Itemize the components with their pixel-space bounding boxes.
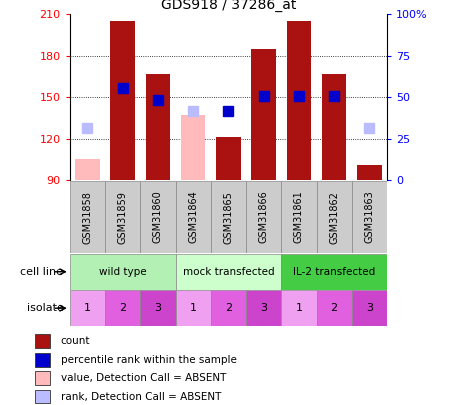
Text: 3: 3	[260, 303, 267, 313]
Bar	[35, 353, 50, 367]
Text: GSM31858: GSM31858	[82, 191, 92, 243]
Bar	[35, 371, 50, 385]
Text: GSM31864: GSM31864	[188, 191, 198, 243]
Bar	[105, 290, 140, 326]
Bar	[316, 181, 352, 253]
Text: percentile rank within the sample: percentile rank within the sample	[61, 355, 237, 364]
Bar	[176, 290, 211, 326]
Bar	[216, 137, 241, 180]
Text: 3: 3	[154, 303, 162, 313]
Bar	[35, 334, 50, 348]
Bar	[75, 160, 100, 180]
Text: cell line: cell line	[20, 267, 63, 277]
Bar	[316, 290, 352, 326]
Bar	[140, 181, 176, 253]
Bar	[70, 290, 105, 326]
Text: count: count	[61, 336, 90, 346]
Text: 1: 1	[84, 303, 91, 313]
Bar	[322, 74, 346, 180]
Text: mock transfected: mock transfected	[183, 267, 274, 277]
Bar	[246, 290, 281, 326]
Bar	[246, 181, 281, 253]
Bar	[70, 254, 176, 290]
Bar	[352, 290, 387, 326]
Text: value, Detection Call = ABSENT: value, Detection Call = ABSENT	[61, 373, 226, 383]
Bar	[145, 74, 170, 180]
Text: GSM31863: GSM31863	[364, 191, 374, 243]
Text: 1: 1	[295, 303, 302, 313]
Bar	[211, 181, 246, 253]
Text: wild type: wild type	[99, 267, 146, 277]
Bar	[281, 290, 316, 326]
Bar	[287, 21, 311, 180]
Bar	[181, 115, 206, 180]
Bar	[357, 165, 382, 180]
Text: 2: 2	[225, 303, 232, 313]
Bar	[110, 21, 135, 180]
Bar	[70, 181, 105, 253]
Text: IL-2 transfected: IL-2 transfected	[293, 267, 375, 277]
Bar	[352, 181, 387, 253]
Bar	[140, 290, 176, 326]
Text: GSM31866: GSM31866	[259, 191, 269, 243]
Text: GSM31860: GSM31860	[153, 191, 163, 243]
Title: GDS918 / 37286_at: GDS918 / 37286_at	[161, 0, 296, 12]
Text: rank, Detection Call = ABSENT: rank, Detection Call = ABSENT	[61, 392, 221, 401]
Bar	[35, 390, 50, 403]
Text: 3: 3	[366, 303, 373, 313]
Bar	[251, 49, 276, 180]
Text: isolate: isolate	[27, 303, 63, 313]
Bar	[281, 254, 387, 290]
Text: GSM31859: GSM31859	[117, 191, 128, 243]
Text: 1: 1	[189, 303, 197, 313]
Text: GSM31861: GSM31861	[294, 191, 304, 243]
Bar	[105, 181, 140, 253]
Text: GSM31862: GSM31862	[329, 191, 339, 243]
Bar	[176, 254, 281, 290]
Text: 2: 2	[119, 303, 126, 313]
Bar	[211, 290, 246, 326]
Text: GSM31865: GSM31865	[223, 191, 234, 243]
Text: 2: 2	[331, 303, 338, 313]
Bar	[281, 181, 316, 253]
Bar	[176, 181, 211, 253]
